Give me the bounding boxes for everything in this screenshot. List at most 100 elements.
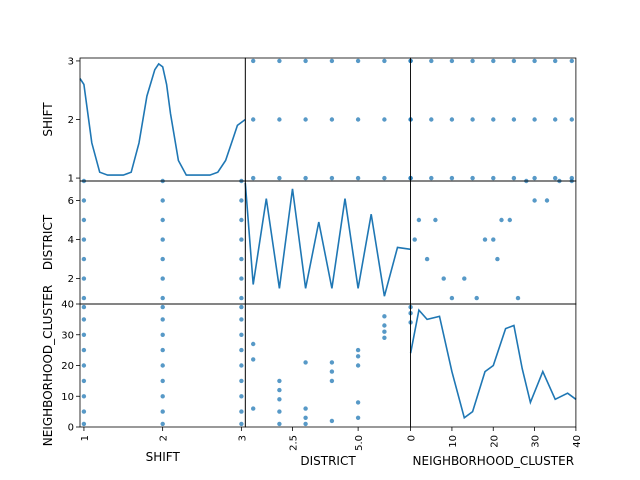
scatter-point bbox=[470, 117, 475, 122]
scatter-point bbox=[277, 117, 282, 122]
scatter-point bbox=[499, 217, 504, 223]
scatter-point bbox=[81, 317, 87, 322]
x-tick-label: 3 bbox=[237, 435, 248, 441]
scatter-point bbox=[303, 58, 308, 64]
x-tick-label: 0 bbox=[407, 435, 418, 441]
scatter-point bbox=[433, 217, 438, 223]
cell-neighborhood_cluster-neighborhood_cluster bbox=[409, 308, 577, 420]
cell-shift-district bbox=[251, 58, 413, 181]
scatter-point bbox=[160, 295, 165, 301]
scatter-point bbox=[462, 276, 467, 281]
scatter-point bbox=[303, 360, 308, 365]
scatter-point bbox=[382, 175, 387, 181]
scatter-point bbox=[160, 378, 165, 384]
scatter-point bbox=[277, 421, 282, 427]
cell-frame bbox=[244, 303, 412, 428]
y-axis-label: SHIFT bbox=[41, 102, 55, 137]
scatter-point bbox=[303, 117, 308, 122]
cell-frame bbox=[244, 180, 412, 305]
y-tick-label: 20 bbox=[61, 361, 74, 372]
scatter-point bbox=[429, 175, 434, 181]
scatter-point bbox=[277, 409, 282, 414]
scatter-point bbox=[532, 58, 537, 64]
scatter-point bbox=[382, 323, 387, 328]
scatter-point bbox=[160, 394, 165, 399]
cell-district-neighborhood_cluster bbox=[412, 178, 574, 301]
scatter-point bbox=[160, 276, 165, 281]
scatter-point bbox=[449, 175, 455, 181]
scatter-point bbox=[474, 295, 479, 301]
scatter-point bbox=[569, 58, 574, 64]
scatter-point bbox=[382, 335, 387, 340]
kde-line-shift bbox=[79, 62, 246, 176]
y-tick-label: 1 bbox=[68, 174, 74, 185]
x-tick-label: 40 bbox=[572, 435, 583, 448]
x-tick-label: 2.5 bbox=[289, 435, 300, 451]
kde-line-district bbox=[244, 182, 411, 297]
scatter-point bbox=[239, 347, 244, 353]
scatter-point bbox=[495, 256, 500, 262]
scatter-point bbox=[355, 363, 361, 368]
scatter-point bbox=[239, 378, 244, 384]
scatter-point bbox=[429, 117, 434, 122]
scatter-point bbox=[507, 217, 512, 223]
scatter-point bbox=[239, 198, 244, 203]
scatter-point bbox=[449, 295, 455, 301]
scatter-point bbox=[355, 117, 361, 122]
scatter-point bbox=[81, 378, 87, 384]
y-tick-label: 30 bbox=[61, 330, 74, 341]
x-tick-label: 30 bbox=[531, 435, 542, 448]
scatter-point bbox=[239, 409, 244, 414]
kde-line-neighborhood_cluster bbox=[409, 308, 577, 420]
scatter-point bbox=[424, 256, 430, 262]
y-axis-label: NEIGHBORHOOD_CLUSTER bbox=[41, 285, 55, 447]
scatter-point bbox=[81, 363, 87, 368]
scatter-point bbox=[553, 117, 558, 122]
scatter-point bbox=[491, 117, 496, 122]
scatter-point bbox=[239, 295, 244, 301]
scatter-point bbox=[382, 314, 387, 319]
scatter-point bbox=[303, 406, 308, 411]
scatter-point bbox=[277, 397, 282, 402]
x-tick-label: 20 bbox=[489, 435, 500, 448]
scatter-point bbox=[449, 58, 455, 64]
y-tick-label: 6 bbox=[68, 196, 74, 207]
scatter-point bbox=[470, 58, 475, 64]
scatter-point bbox=[429, 58, 434, 64]
scatter-point bbox=[81, 409, 87, 414]
scatter-point bbox=[81, 295, 87, 301]
y-tick-label: 10 bbox=[61, 392, 74, 403]
scatter-point bbox=[491, 237, 496, 242]
scatter-point bbox=[491, 175, 496, 181]
scatter-point bbox=[553, 58, 558, 64]
cell-district-shift bbox=[81, 178, 244, 301]
cell-shift-shift bbox=[79, 62, 246, 176]
x-tick-label: 1 bbox=[80, 435, 91, 441]
scatter-point bbox=[81, 347, 87, 353]
scatter-point bbox=[449, 117, 455, 122]
scatter-point bbox=[251, 175, 256, 181]
scatter-point bbox=[81, 394, 87, 399]
scatter-point bbox=[251, 117, 256, 122]
scatter-point bbox=[251, 341, 256, 347]
scatter-point bbox=[251, 406, 256, 411]
scatter-point bbox=[160, 256, 165, 262]
scatter-point bbox=[329, 418, 335, 424]
scatter-point bbox=[532, 175, 537, 181]
scatter-point bbox=[416, 217, 422, 223]
scatter-point bbox=[355, 347, 361, 353]
scatter-point bbox=[160, 421, 165, 427]
cell-neighborhood_cluster-shift bbox=[81, 304, 244, 427]
scatter-point bbox=[160, 198, 165, 203]
scatter-point bbox=[239, 363, 244, 368]
x-axis-label: DISTRICT bbox=[300, 454, 356, 468]
scatter-point bbox=[470, 175, 475, 181]
scatter-point bbox=[355, 415, 361, 420]
scatter-point bbox=[303, 175, 308, 181]
scatter-point bbox=[355, 354, 361, 359]
scatter-point bbox=[482, 237, 488, 242]
scatter-point bbox=[277, 175, 282, 181]
scatter-point bbox=[81, 332, 87, 337]
cell-district-district bbox=[244, 182, 411, 297]
